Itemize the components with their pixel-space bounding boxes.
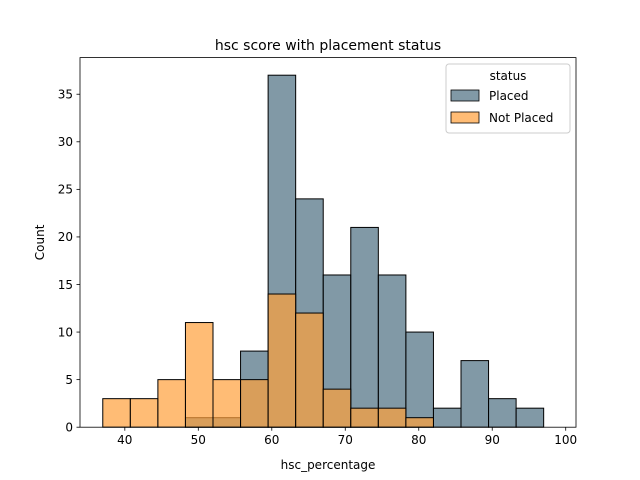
bar-placed-15 bbox=[515, 407, 545, 428]
y-axis-ticks: 0 5 10 15 20 25 30 35 bbox=[58, 88, 80, 435]
y-tick-label: 15 bbox=[58, 278, 73, 292]
bar-not-placed-5 bbox=[240, 379, 269, 428]
y-tick-label: 30 bbox=[58, 135, 73, 149]
x-tick-label: 60 bbox=[264, 433, 279, 447]
legend-label-not-placed: Not Placed bbox=[489, 111, 553, 125]
not-placed-bars bbox=[102, 293, 434, 428]
x-tick-label: 90 bbox=[485, 433, 500, 447]
bar-placed-14 bbox=[488, 398, 517, 428]
x-tick-label: 70 bbox=[338, 433, 353, 447]
bar-not-placed-2 bbox=[157, 379, 186, 428]
x-tick-label: 50 bbox=[191, 433, 206, 447]
legend-swatch-placed bbox=[450, 89, 480, 102]
bar-not-placed-8 bbox=[322, 388, 352, 428]
x-tick-label: 100 bbox=[554, 433, 577, 447]
legend: status Placed Not Placed bbox=[445, 63, 571, 134]
bar-not-placed-0 bbox=[102, 398, 131, 428]
bar-placed-13 bbox=[460, 360, 490, 428]
bar-not-placed-3 bbox=[184, 322, 214, 428]
legend-title: status bbox=[490, 69, 527, 83]
bar-not-placed-9 bbox=[350, 407, 379, 428]
bar-not-placed-7 bbox=[295, 312, 324, 428]
y-tick-label: 5 bbox=[65, 373, 73, 387]
bar-not-placed-4 bbox=[212, 379, 242, 428]
bar-not-placed-11 bbox=[405, 417, 434, 428]
y-axis-label: Count bbox=[33, 224, 47, 260]
x-axis-label: hsc_percentage bbox=[281, 458, 376, 472]
chart-title: hsc score with placement status bbox=[215, 38, 441, 54]
bar-placed-11 bbox=[405, 331, 434, 428]
y-tick-label: 20 bbox=[58, 230, 73, 244]
bar-placed-12 bbox=[432, 407, 462, 428]
bar-placed-9 bbox=[350, 226, 379, 428]
x-axis-ticks: 40 50 60 70 80 90 100 bbox=[117, 427, 577, 447]
bar-placed-10 bbox=[377, 274, 407, 428]
y-tick-label: 10 bbox=[58, 325, 73, 339]
bar-not-placed-6 bbox=[267, 293, 297, 428]
legend-label-placed: Placed bbox=[489, 89, 529, 103]
plot-frame bbox=[79, 57, 577, 428]
x-tick-label: 80 bbox=[411, 433, 426, 447]
legend-swatch-not-placed bbox=[450, 111, 480, 124]
y-tick-label: 35 bbox=[58, 88, 73, 102]
bar-not-placed-10 bbox=[377, 407, 407, 428]
x-tick-label: 40 bbox=[117, 433, 132, 447]
bar-not-placed-1 bbox=[129, 398, 159, 428]
y-tick-label: 25 bbox=[58, 183, 73, 197]
y-tick-label: 0 bbox=[65, 421, 73, 435]
